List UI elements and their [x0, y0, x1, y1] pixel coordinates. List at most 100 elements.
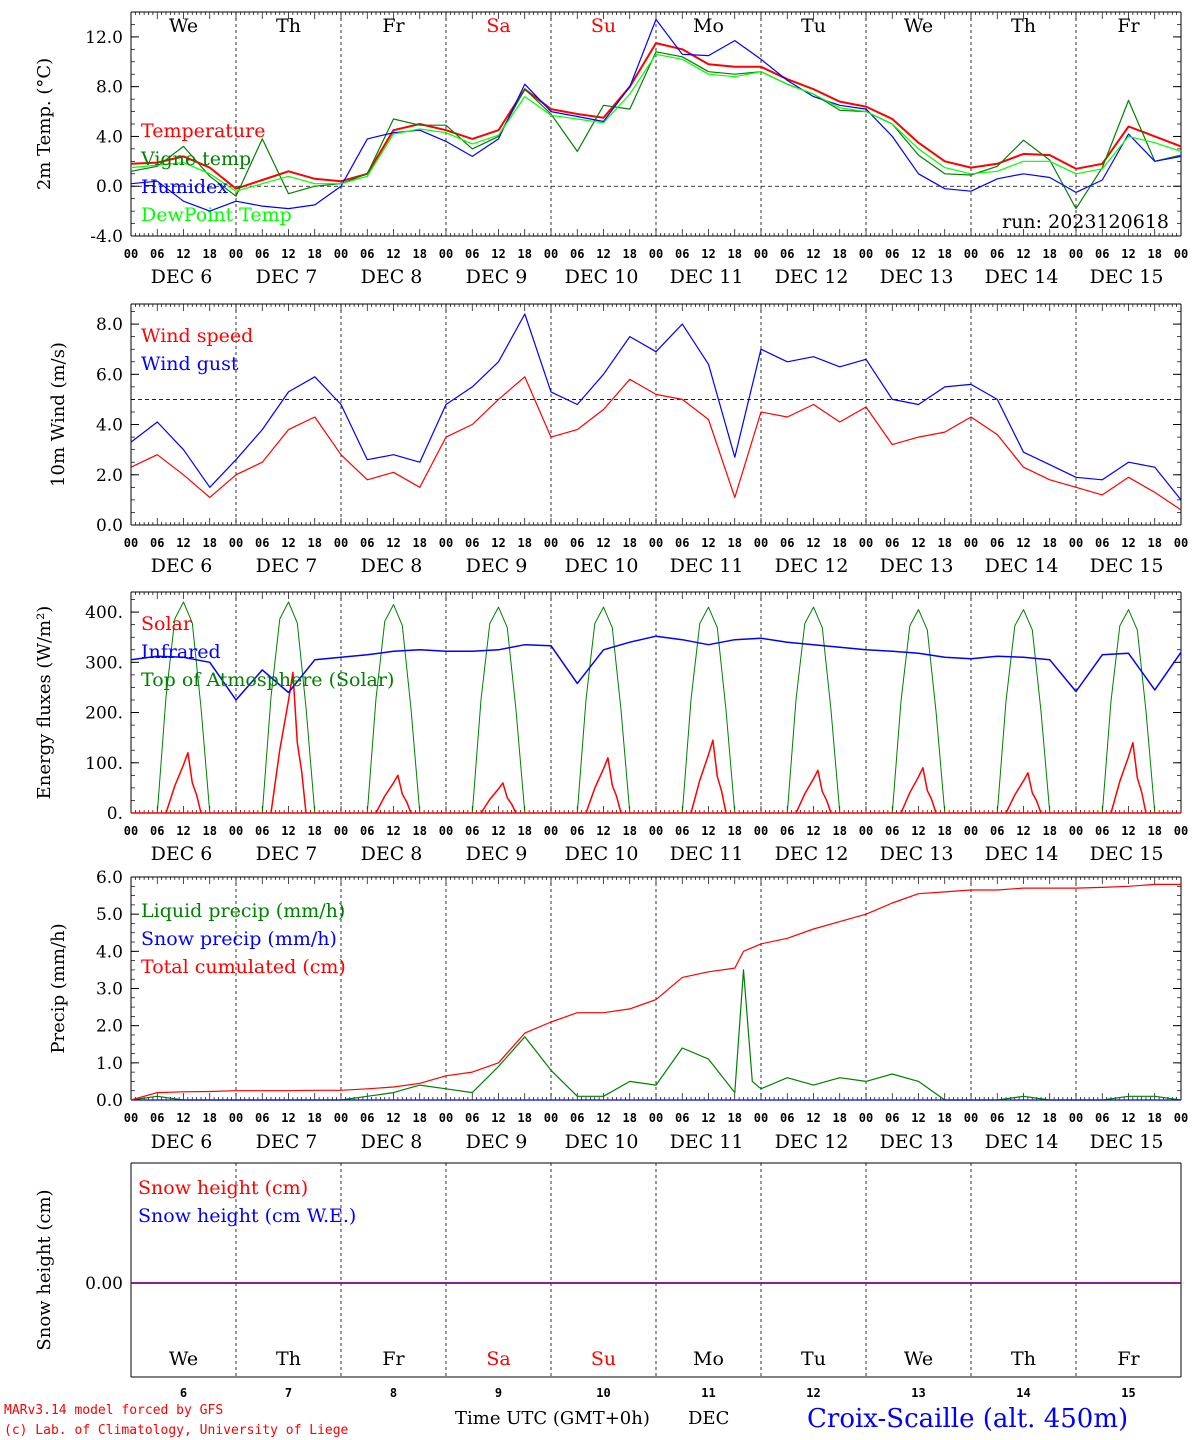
solar-curve: [1005, 772, 1042, 814]
infrared-line: [130, 635, 1182, 701]
hour-label: 06: [1095, 824, 1109, 838]
date-label: DEC 6: [151, 555, 213, 577]
hour-label: 06: [780, 536, 794, 550]
y-tick-label: 200.: [85, 704, 123, 724]
date-label: DEC 13: [880, 555, 954, 577]
solar-curve: [1110, 741, 1147, 814]
hour-label: 12: [281, 1111, 295, 1125]
legend-entry: Total cumulated (cm): [141, 956, 346, 978]
hour-label: 00: [1069, 824, 1083, 838]
hour-label: 18: [518, 1111, 532, 1125]
hour-label: 12: [806, 536, 820, 550]
hour-label: 12: [806, 1111, 820, 1125]
hour-label: 00: [439, 536, 453, 550]
hour-label: 06: [570, 824, 584, 838]
toa-solar-curve: [996, 609, 1051, 814]
hour-label: 12: [386, 247, 400, 261]
hour-label: 12: [911, 536, 925, 550]
hour-label: 06: [255, 1111, 269, 1125]
date-label: DEC 8: [361, 843, 423, 865]
hour-label: 06: [1095, 247, 1109, 261]
hour-label: 12: [386, 824, 400, 838]
hour-label: 06: [885, 247, 899, 261]
hour-label: 00: [1069, 1111, 1083, 1125]
hour-label: 06: [150, 247, 164, 261]
date-number-label: 8: [390, 1386, 397, 1400]
date-label: DEC 15: [1090, 266, 1164, 288]
hour-label: 12: [386, 536, 400, 550]
hour-label: 18: [308, 536, 322, 550]
toa-solar-curve: [786, 606, 841, 814]
hour-label: 18: [308, 1111, 322, 1125]
hour-label: 06: [1095, 536, 1109, 550]
date-label: DEC 7: [256, 843, 318, 865]
hour-label: 18: [623, 536, 637, 550]
hour-label: 12: [1016, 824, 1030, 838]
hour-label: 18: [1148, 824, 1162, 838]
solar-curve: [270, 671, 307, 814]
hour-label: 00: [1174, 247, 1188, 261]
y-tick-label: 300.: [85, 653, 123, 673]
hour-label: 12: [1016, 1111, 1030, 1125]
legend-entry: Temperature: [141, 120, 265, 142]
date-label: DEC 14: [985, 266, 1059, 288]
hour-label: 00: [649, 536, 663, 550]
legend-entry: Infrared: [141, 641, 221, 663]
date-label: DEC 11: [670, 1131, 744, 1153]
hour-label: 18: [728, 1111, 742, 1125]
date-label: DEC 12: [775, 555, 849, 577]
y-tick-label: 6.0: [96, 868, 123, 888]
hour-label: 12: [701, 824, 715, 838]
date-label: DEC 7: [256, 1131, 318, 1153]
hour-label: 06: [255, 824, 269, 838]
day-of-week-label: We: [904, 15, 933, 37]
day-of-week-label: Mo: [693, 15, 724, 37]
hour-label: 00: [859, 824, 873, 838]
date-number-label: 10: [596, 1386, 610, 1400]
hour-label: 18: [833, 247, 847, 261]
hour-label: 18: [623, 1111, 637, 1125]
hour-label: 00: [859, 1111, 873, 1125]
hour-label: 06: [885, 536, 899, 550]
date-number-label: 9: [495, 1386, 502, 1400]
solar-curve: [375, 774, 412, 814]
hour-label: 00: [754, 1111, 768, 1125]
date-label: DEC 15: [1090, 1131, 1164, 1153]
run-label: run: 2023120618: [1002, 211, 1169, 233]
hour-label: 12: [701, 1111, 715, 1125]
hour-label: 18: [1148, 536, 1162, 550]
hour-label: 00: [754, 824, 768, 838]
hour-label: 06: [1095, 1111, 1109, 1125]
day-of-week-label: Su: [591, 1348, 616, 1370]
hour-label: 00: [964, 824, 978, 838]
date-label: DEC 6: [151, 1131, 213, 1153]
date-label: DEC 10: [565, 843, 639, 865]
day-of-week-label: Th: [1011, 1348, 1036, 1370]
y-axis-label: 2m Temp. (°C): [34, 58, 55, 190]
hour-label: 12: [386, 1111, 400, 1125]
hour-label: 00: [964, 536, 978, 550]
date-label: DEC 10: [565, 1131, 639, 1153]
hour-label: 06: [885, 1111, 899, 1125]
date-number-label: 6: [180, 1386, 187, 1400]
hour-label: 12: [176, 247, 190, 261]
series-line: [130, 51, 1182, 210]
hour-label: 00: [1174, 824, 1188, 838]
day-of-week-label: Tu: [801, 15, 826, 37]
date-label: DEC 11: [670, 843, 744, 865]
date-label: DEC 13: [880, 843, 954, 865]
y-tick-label: 0.0: [96, 177, 123, 197]
y-tick-label: 2.0: [96, 466, 123, 486]
hour-label: 12: [1121, 824, 1135, 838]
hour-label: 18: [1043, 1111, 1057, 1125]
date-number-label: 13: [911, 1386, 925, 1400]
date-label: DEC 15: [1090, 555, 1164, 577]
hour-label: 18: [518, 247, 532, 261]
legend-entry: Snow height (cm W.E.): [138, 1205, 356, 1227]
series-line: [130, 313, 1182, 501]
hour-label: 12: [1121, 1111, 1135, 1125]
hour-label: 18: [308, 824, 322, 838]
date-label: DEC 8: [361, 555, 423, 577]
hour-label: 00: [439, 824, 453, 838]
hour-label: 00: [1174, 536, 1188, 550]
